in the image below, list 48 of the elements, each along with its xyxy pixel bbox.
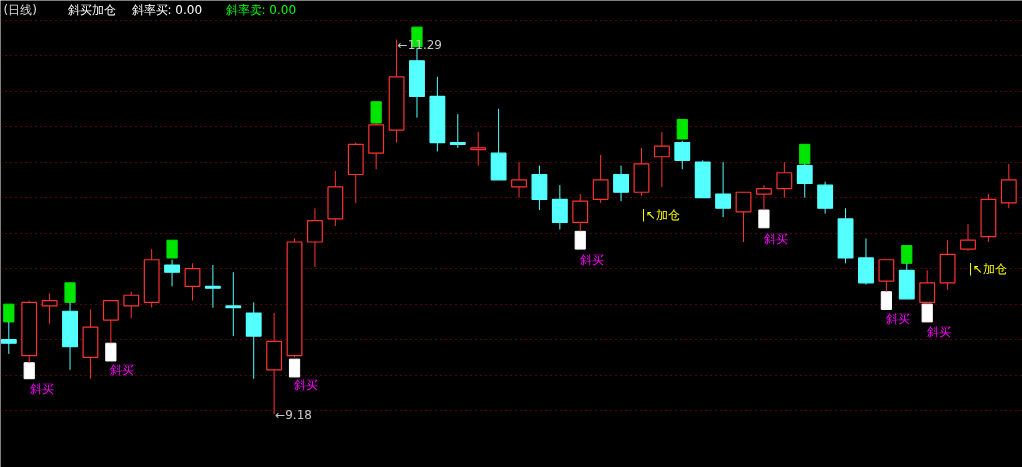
- candlestick: [164, 259, 181, 287]
- annotation: |↖加仓: [968, 261, 1007, 276]
- annotation: 斜买: [926, 324, 951, 339]
- candlestick: [551, 184, 568, 231]
- candlestick: [123, 291, 140, 319]
- annotation: 斜率卖: 0.00: [225, 2, 297, 17]
- candlestick: [511, 161, 527, 199]
- annotation: 斜买: [109, 362, 134, 377]
- bar: [105, 342, 117, 362]
- bar: [574, 230, 586, 250]
- annotation: ←11.29: [397, 37, 443, 52]
- candlestick: [735, 191, 752, 243]
- candlestick: [184, 262, 201, 302]
- bar: [288, 358, 301, 378]
- annotation: 斜买: [293, 377, 318, 392]
- candlestick: [919, 269, 936, 303]
- candlestick: [245, 301, 262, 380]
- chart-subtitle: 斜买加仓: [67, 2, 116, 17]
- annotation: 斜率买: 0.00: [131, 2, 203, 17]
- candlestick: [960, 223, 976, 252]
- bar: [64, 282, 76, 303]
- candlestick: [1000, 163, 1017, 209]
- candlestick: [225, 271, 242, 337]
- candlestick: [470, 131, 487, 167]
- bar: [23, 362, 35, 380]
- candlestick: [306, 207, 323, 268]
- annotation: |↖加仓: [641, 207, 680, 222]
- annotation: 斜买: [29, 381, 54, 396]
- candlestick: [776, 161, 793, 199]
- candlestick: [674, 140, 691, 170]
- annotation: 斜买: [885, 311, 910, 326]
- bar: [901, 245, 913, 264]
- chart-title: (日线): [3, 2, 37, 17]
- candlestick: [41, 292, 58, 325]
- bar: [166, 239, 178, 259]
- candlestick: [817, 181, 834, 215]
- bar: [3, 303, 15, 323]
- annotation: 斜买: [579, 252, 604, 267]
- bar: [880, 291, 892, 310]
- annotation: 斜买: [763, 231, 788, 246]
- candlestick: [653, 131, 670, 188]
- candlestick: [449, 113, 466, 149]
- annotation: ←9.18: [275, 408, 312, 423]
- candlestick: [613, 165, 630, 202]
- candlestick: [204, 264, 221, 309]
- candlestick: [715, 161, 732, 218]
- candlestick: [592, 154, 609, 204]
- bar: [758, 209, 770, 229]
